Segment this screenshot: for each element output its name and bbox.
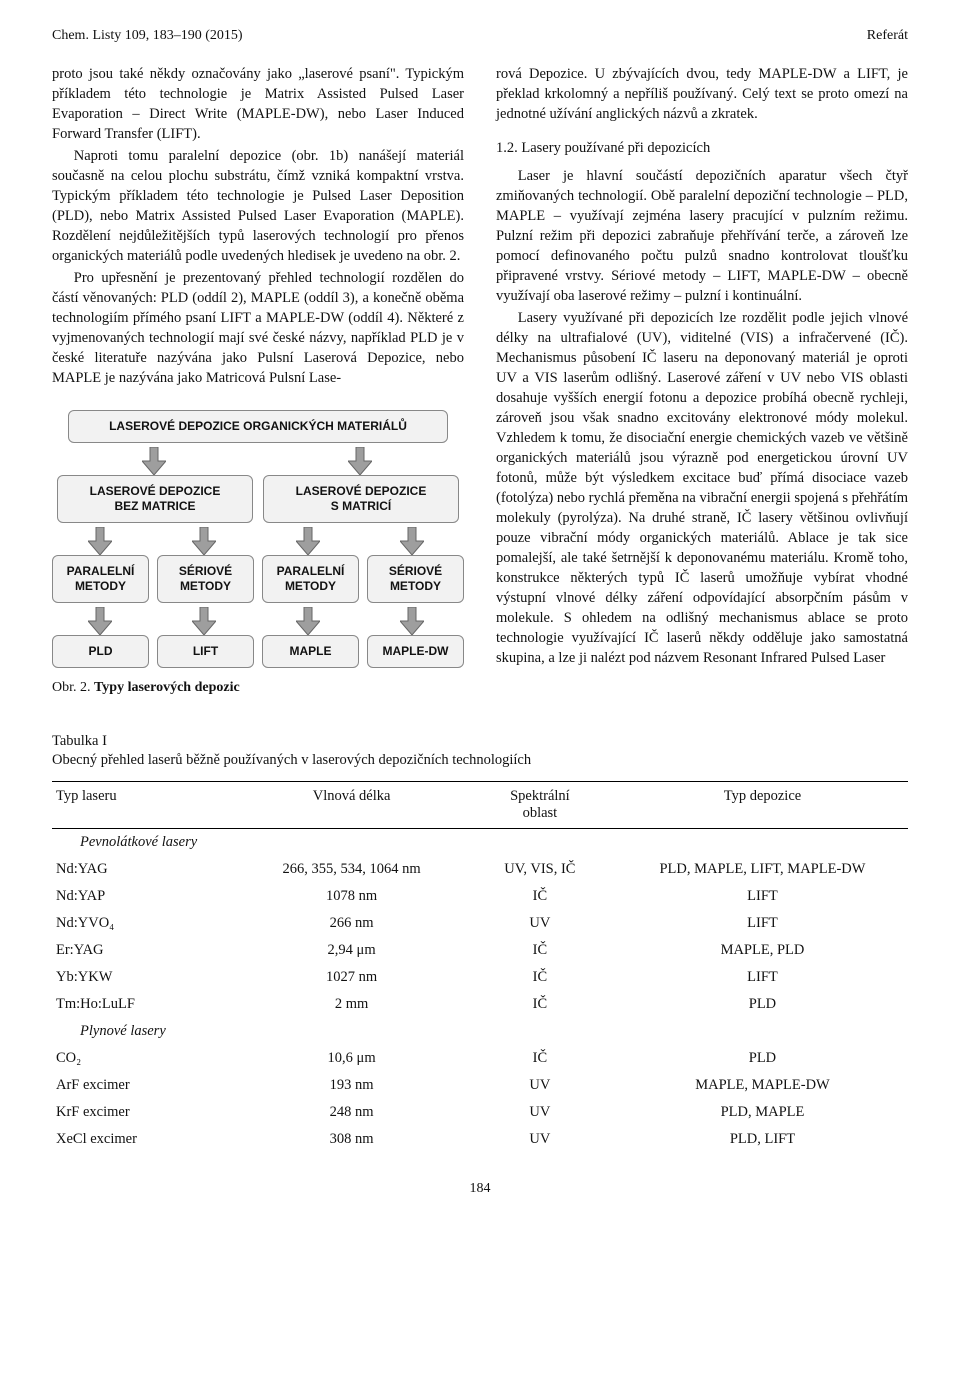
fc-l2-0: LASEROVÉ DEPOZICE BEZ MATRICE [57,475,253,523]
table-cell: KrF excimer [52,1099,240,1126]
table-section-label: Plynové lasery [52,1018,908,1045]
page-header: Chem. Listy 109, 183–190 (2015) Referát [52,28,908,44]
th-3: Typ depozice [617,782,908,829]
right-p2: Laser je hlavní součástí depozičních apa… [496,166,908,306]
table-cell: 266, 355, 534, 1064 nm [240,856,463,883]
table-cell: PLD, MAPLE, LIFT, MAPLE-DW [617,856,908,883]
table-row: CO₂10,6 μmIČPLD [52,1045,908,1072]
figure-caption-bold: Typy laserových depozic [94,680,240,695]
flowchart: LASEROVÉ DEPOZICE ORGANICKÝCH MATERIÁLŮ … [52,410,464,668]
table-cell: IČ [463,1045,617,1072]
page-number: 184 [52,1181,908,1197]
table-cell: CO₂ [52,1045,240,1072]
fc-l2-1: LASEROVÉ DEPOZICE S MATRICÍ [263,475,459,523]
table-cell: PLD [617,991,908,1018]
fc-l4-0: PLD [52,635,149,668]
header-left: Chem. Listy 109, 183–190 (2015) [52,28,243,44]
table-cell: 248 nm [240,1099,463,1126]
fc-top-box: LASEROVÉ DEPOZICE ORGANICKÝCH MATERIÁLŮ [68,410,448,443]
table-row: Nd:YVO₄266 nmUVLIFT [52,910,908,937]
table-title-line2: Obecný přehled laserů běžně používaných … [52,752,908,769]
table-cell: LIFT [617,964,908,991]
table-section: Tabulka I Obecný přehled laserů běžně po… [52,733,908,1153]
table-cell: UV [463,1099,617,1126]
table-row: KrF excimer248 nmUVPLD, MAPLE [52,1099,908,1126]
table-section-label: Pevnolátkové lasery [52,829,908,857]
fc-l3-0: PARALELNÍ METODY [52,555,149,603]
table-cell: UV [463,1126,617,1153]
table-cell: Yb:YKW [52,964,240,991]
left-p2: Naproti tomu paralelní depozice (obr. 1b… [52,146,464,266]
table-cell: 308 nm [240,1126,463,1153]
figure-caption-prefix: Obr. 2. [52,680,94,695]
fc-l4-1: LIFT [157,635,254,668]
laser-table: Typ laseru Vlnová délka Spektrální oblas… [52,781,908,1153]
right-p3: Lasery využívané při depozicích lze rozd… [496,308,908,668]
table-section-row: Plynové lasery [52,1018,908,1045]
table-cell: UV [463,910,617,937]
table-cell: 1027 nm [240,964,463,991]
table-cell: XeCl excimer [52,1126,240,1153]
table-cell: LIFT [617,883,908,910]
left-p1: proto jsou také někdy označovány jako „l… [52,64,464,144]
table-cell: Er:YAG [52,937,240,964]
table-cell: 1078 nm [240,883,463,910]
right-h1: 1.2. Lasery používané při depozicích [496,138,908,158]
figure-caption: Obr. 2. Typy laserových depozic [52,678,464,697]
table-row: Tm:Ho:LuLF2 mmIČPLD [52,991,908,1018]
fc-l4-3: MAPLE-DW [367,635,464,668]
table-header-row: Typ laseru Vlnová délka Spektrální oblas… [52,782,908,829]
table-row: Nd:YAG266, 355, 534, 1064 nmUV, VIS, IČP… [52,856,908,883]
th-1: Vlnová délka [240,782,463,829]
table-cell: Nd:YAP [52,883,240,910]
right-p1: rová Depozice. U zbývajících dvou, tedy … [496,64,908,124]
fc-l3-1: SÉRIOVÉ METODY [157,555,254,603]
table-title-line1: Tabulka I [52,733,908,750]
th-2: Spektrální oblast [463,782,617,829]
table-row: Yb:YKW1027 nmIČLIFT [52,964,908,991]
table-cell: Tm:Ho:LuLF [52,991,240,1018]
left-column: proto jsou také někdy označovány jako „l… [52,64,464,697]
table-cell: IČ [463,883,617,910]
table-cell: IČ [463,964,617,991]
table-cell: Nd:YVO₄ [52,910,240,937]
table-row: Nd:YAP1078 nmIČLIFT [52,883,908,910]
table-cell: PLD [617,1045,908,1072]
table-cell: 10,6 μm [240,1045,463,1072]
table-cell: UV [463,1072,617,1099]
table-cell: MAPLE, PLD [617,937,908,964]
right-column: rová Depozice. U zbývajících dvou, tedy … [496,64,908,697]
table-row: Er:YAG2,94 μmIČMAPLE, PLD [52,937,908,964]
th-0: Typ laseru [52,782,240,829]
body-columns: proto jsou také někdy označovány jako „l… [52,64,908,697]
table-section-row: Pevnolátkové lasery [52,829,908,857]
table-row: XeCl excimer308 nmUVPLD, LIFT [52,1126,908,1153]
table-cell: LIFT [617,910,908,937]
table-cell: PLD, MAPLE [617,1099,908,1126]
table-cell: 266 nm [240,910,463,937]
table-cell: 2 mm [240,991,463,1018]
fc-l3-3: SÉRIOVÉ METODY [367,555,464,603]
fc-arrows-1 [52,447,464,475]
fc-l4-2: MAPLE [262,635,359,668]
fc-arrows-3 [52,607,464,635]
table-cell: UV, VIS, IČ [463,856,617,883]
header-right: Referát [867,28,908,44]
table-cell: Nd:YAG [52,856,240,883]
table-cell: PLD, LIFT [617,1126,908,1153]
table-cell: ArF excimer [52,1072,240,1099]
left-p3: Pro upřesnění je prezentovaný přehled te… [52,268,464,388]
table-cell: 193 nm [240,1072,463,1099]
fc-arrows-2 [52,527,464,555]
table-cell: IČ [463,937,617,964]
table-row: ArF excimer193 nmUVMAPLE, MAPLE-DW [52,1072,908,1099]
table-cell: 2,94 μm [240,937,463,964]
fc-l3-2: PARALELNÍ METODY [262,555,359,603]
table-cell: IČ [463,991,617,1018]
table-cell: MAPLE, MAPLE-DW [617,1072,908,1099]
